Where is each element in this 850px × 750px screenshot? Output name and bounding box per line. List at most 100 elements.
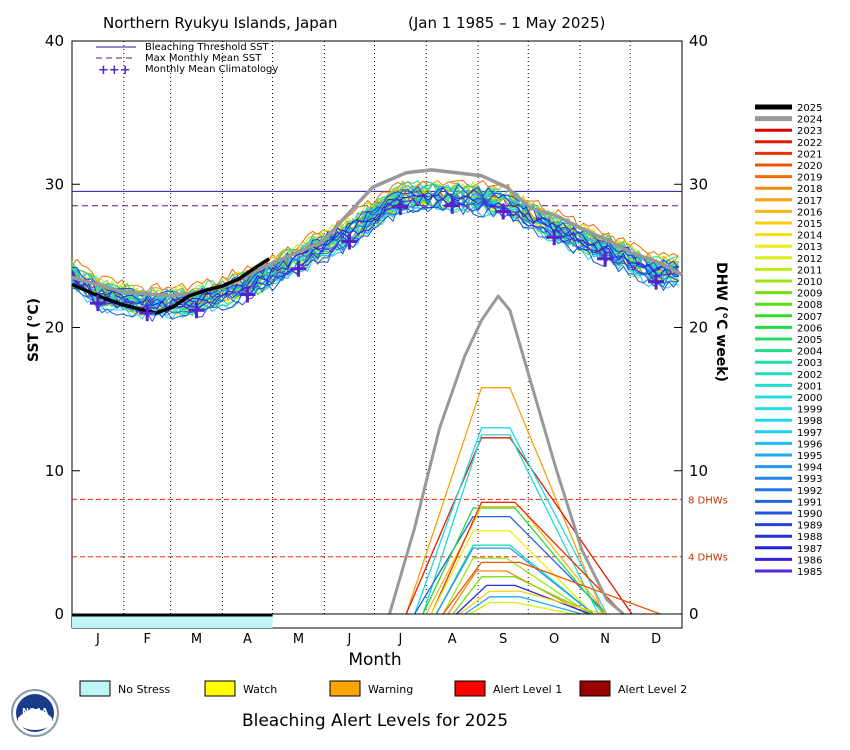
sst-curves	[71, 168, 683, 323]
year-legend-label: 1998	[797, 416, 822, 427]
alert-level-swatch	[454, 680, 486, 697]
year-legend-label: 2009	[797, 289, 822, 300]
year-legend-label: 2019	[797, 173, 822, 184]
noaa-logo-text: NOAA	[22, 707, 48, 716]
alert-level-label: Alert Level 2	[618, 683, 687, 696]
alert-level-label: Warning	[368, 683, 413, 696]
year-legend-label: 1999	[797, 405, 822, 416]
year-legend-label: 1995	[797, 451, 822, 462]
x-axis-label: Month	[348, 650, 401, 670]
month-tick-label: A	[448, 632, 457, 647]
year-legend-label: 1996	[797, 439, 822, 450]
dhw-series-line	[442, 557, 591, 615]
dhw-series-line	[459, 590, 604, 615]
y-tick-label-left: 10	[45, 462, 64, 480]
legend-clim-label: Monthly Mean Climatology	[145, 64, 278, 75]
year-legend-label: 1986	[797, 555, 822, 566]
noaa-logo-wave	[18, 709, 52, 730]
dhw-level-label: 8 DHWs	[688, 495, 728, 506]
y-tick-label-left: 20	[45, 319, 64, 337]
year-legend-label: 2001	[797, 381, 822, 392]
y-axis-label-right: DHW (°C week)	[713, 262, 729, 382]
dhw-series-line	[464, 596, 582, 615]
year-legend-label: 2018	[797, 184, 822, 195]
dhw-series-line	[413, 427, 608, 615]
dhw-series-line	[425, 505, 608, 615]
alert-bar-2025	[72, 613, 682, 628]
year-legend-label: 1994	[797, 463, 822, 474]
year-legend-label: 1992	[797, 486, 822, 497]
dhw-series-line	[414, 515, 608, 615]
climatology-marker	[597, 250, 614, 267]
year-legend-label: 2008	[797, 300, 822, 311]
year-legend-label: 1991	[797, 497, 822, 508]
chart-title: Northern Ryukyu Islands, Japan	[103, 14, 337, 32]
month-tick-label: J	[397, 632, 402, 647]
dhw-level-label: 4 DHWs	[688, 553, 728, 564]
top-legend: Bleaching Threshold SST Max Monthly Mean…	[96, 42, 278, 78]
month-tick-label: J	[95, 632, 100, 647]
month-tick-label: S	[499, 632, 507, 647]
month-tick-label: A	[243, 632, 252, 647]
year-legend-label: 2025	[797, 103, 822, 114]
year-legend-label: 2004	[797, 347, 822, 358]
y-tick-label-right: 40	[689, 32, 708, 50]
year-legend-label: 2000	[797, 393, 822, 404]
month-tick-label: O	[549, 632, 559, 647]
climatology-marker	[546, 229, 563, 246]
dhw-series-line	[430, 501, 624, 615]
year-legend-label: 2010	[797, 277, 822, 288]
year-legend-label: 2023	[797, 126, 822, 137]
dhw-series-line	[469, 601, 574, 615]
month-tick-label: M	[293, 632, 304, 647]
climatology-marker	[89, 295, 106, 312]
month-tick-label: F	[143, 632, 150, 647]
year-legend-label: 2015	[797, 219, 822, 230]
year-legend-label: 2017	[797, 196, 822, 207]
y-tick-label-left: 30	[45, 175, 64, 193]
dhw-series-line	[422, 507, 604, 615]
climatology-markers	[89, 197, 665, 322]
year-legend: 2025202420232022202120202019201820172016…	[755, 103, 822, 578]
year-legend-label: 1987	[797, 544, 822, 555]
year-legend-label: 1990	[797, 509, 822, 520]
y-tick-label-right: 20	[689, 319, 708, 337]
year-legend-label: 1989	[797, 521, 822, 532]
chart-date-range: (Jan 1 1985 – 1 May 2025)	[408, 14, 605, 32]
footer-title: Bleaching Alert Levels for 2025	[242, 711, 508, 731]
year-legend-label: 2024	[797, 115, 822, 126]
dhw-series-line	[452, 576, 594, 615]
alert-level-legend: No Stress Watch Warning Alert Level 1 Alert …	[79, 680, 687, 697]
climatology-marker	[290, 260, 307, 277]
sst-series-line	[71, 193, 679, 312]
sst-series-line	[71, 186, 679, 306]
year-legend-label: 2021	[797, 149, 822, 160]
y-axis-label-left: SST (°C)	[26, 298, 42, 362]
noaa-logo: NOAA	[11, 689, 59, 737]
dhw-series-line	[430, 530, 594, 615]
climatology-marker	[341, 233, 358, 250]
sst-series-2025	[71, 257, 271, 315]
month-tick-label: M	[191, 632, 202, 647]
dhw-series-line	[405, 437, 633, 615]
alert-bar-segment	[72, 615, 273, 628]
dhw-series-2024	[388, 294, 625, 616]
year-legend-label: 1988	[797, 532, 822, 543]
y-tick-label-right: 0	[689, 605, 699, 623]
year-legend-label: 1997	[797, 428, 822, 439]
legend-clim-symbol: +++	[98, 63, 131, 78]
month-tick-label: N	[600, 632, 610, 647]
climatology-marker	[648, 273, 665, 290]
year-legend-label: 2022	[797, 138, 822, 149]
alert-level-swatch	[579, 680, 611, 697]
year-legend-label: 1993	[797, 474, 822, 485]
climatology-marker	[188, 302, 205, 319]
alert-level-label: No Stress	[118, 683, 171, 696]
plot-area	[71, 40, 683, 629]
dhw-series-line	[435, 547, 594, 615]
year-legend-label: 2007	[797, 312, 822, 323]
year-legend-label: 2003	[797, 358, 822, 369]
